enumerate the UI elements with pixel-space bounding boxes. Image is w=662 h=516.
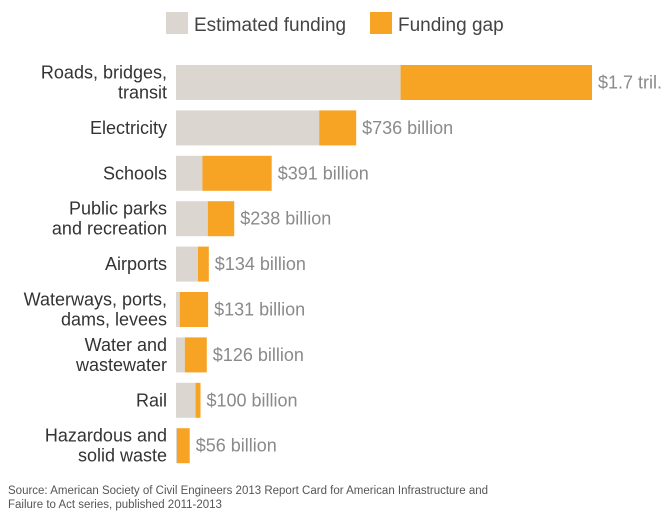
bar-roads-bridges-transit-funding-gap [400, 65, 592, 100]
value-label-electricity: $736 billion [362, 118, 453, 138]
bar-electricity-funding-gap [319, 110, 357, 146]
bar-public-parks-and-recreation-estimated-funding [176, 201, 208, 237]
category-label-electricity: Electricity [90, 118, 167, 138]
legend-swatch-estimated-funding [166, 12, 188, 34]
bar-waterways-ports-dams-levees-estimated-funding [176, 292, 180, 327]
category-label-public-parks-and-recreation: Public parks and recreation [52, 199, 167, 239]
bars [176, 65, 592, 464]
bar-airports-estimated-funding [176, 246, 198, 282]
bar-roads-bridges-transit-estimated-funding [176, 65, 401, 100]
bar-water-and-wastewater-funding-gap [184, 337, 207, 373]
funding-gap-bar-chart: Estimated funding Funding gap Roads, bri… [24, 12, 662, 466]
value-label-roads-bridges-transit: $1.7 tril. [598, 73, 662, 93]
value-label-schools: $391 billion [278, 163, 369, 183]
bar-electricity-estimated-funding [176, 110, 320, 146]
bar-hazardous-and-solid-waste-funding-gap [177, 428, 190, 464]
category-label-waterways-ports-dams-levees: Waterways, ports, dams, levees [24, 290, 167, 330]
legend: Estimated funding Funding gap [166, 12, 504, 36]
value-label-public-parks-and-recreation: $238 billion [240, 209, 331, 229]
bar-schools-funding-gap [202, 155, 272, 191]
legend-label-estimated-funding: Estimated funding [194, 15, 346, 36]
legend-swatch-funding-gap [370, 12, 392, 34]
bar-rail-funding-gap [195, 382, 201, 418]
category-label-water-and-wastewater: Water and wastewater [75, 335, 167, 375]
category-label-airports: Airports [105, 254, 167, 274]
bar-rail-estimated-funding [176, 382, 196, 418]
category-label-hazardous-and-solid-waste: Hazardous and solid waste [45, 426, 167, 466]
value-label-hazardous-and-solid-waste: $56 billion [196, 436, 277, 456]
category-label-schools: Schools [103, 163, 167, 183]
value-labels: $1.7 tril. $736 billion $391 billion $238 b… [196, 73, 662, 456]
source-line-2: Failure to Act series, published 2011-20… [8, 499, 222, 511]
bar-hazardous-and-solid-waste-estimated-funding [176, 428, 177, 464]
value-label-waterways-ports-dams-levees: $131 billion [214, 300, 305, 320]
bar-schools-estimated-funding [176, 155, 203, 191]
source-line-1: Source: American Society of Civil Engine… [8, 485, 489, 497]
bar-public-parks-and-recreation-funding-gap [207, 201, 235, 237]
value-label-water-and-wastewater: $126 billion [213, 345, 304, 365]
category-label-rail: Rail [136, 390, 167, 410]
bar-water-and-wastewater-estimated-funding [176, 337, 185, 373]
value-label-airports: $134 billion [215, 254, 306, 274]
bar-waterways-ports-dams-levees-funding-gap [179, 292, 209, 327]
bar-airports-funding-gap [198, 246, 209, 282]
value-label-rail: $100 billion [207, 390, 298, 410]
category-labels: Roads, bridges, transit Electricity Schools… [24, 63, 167, 466]
legend-label-funding-gap: Funding gap [398, 15, 504, 36]
source-note: Source: American Society of Civil Engine… [8, 484, 656, 512]
category-label-roads-bridges-transit: Roads, bridges, transit [41, 63, 167, 103]
